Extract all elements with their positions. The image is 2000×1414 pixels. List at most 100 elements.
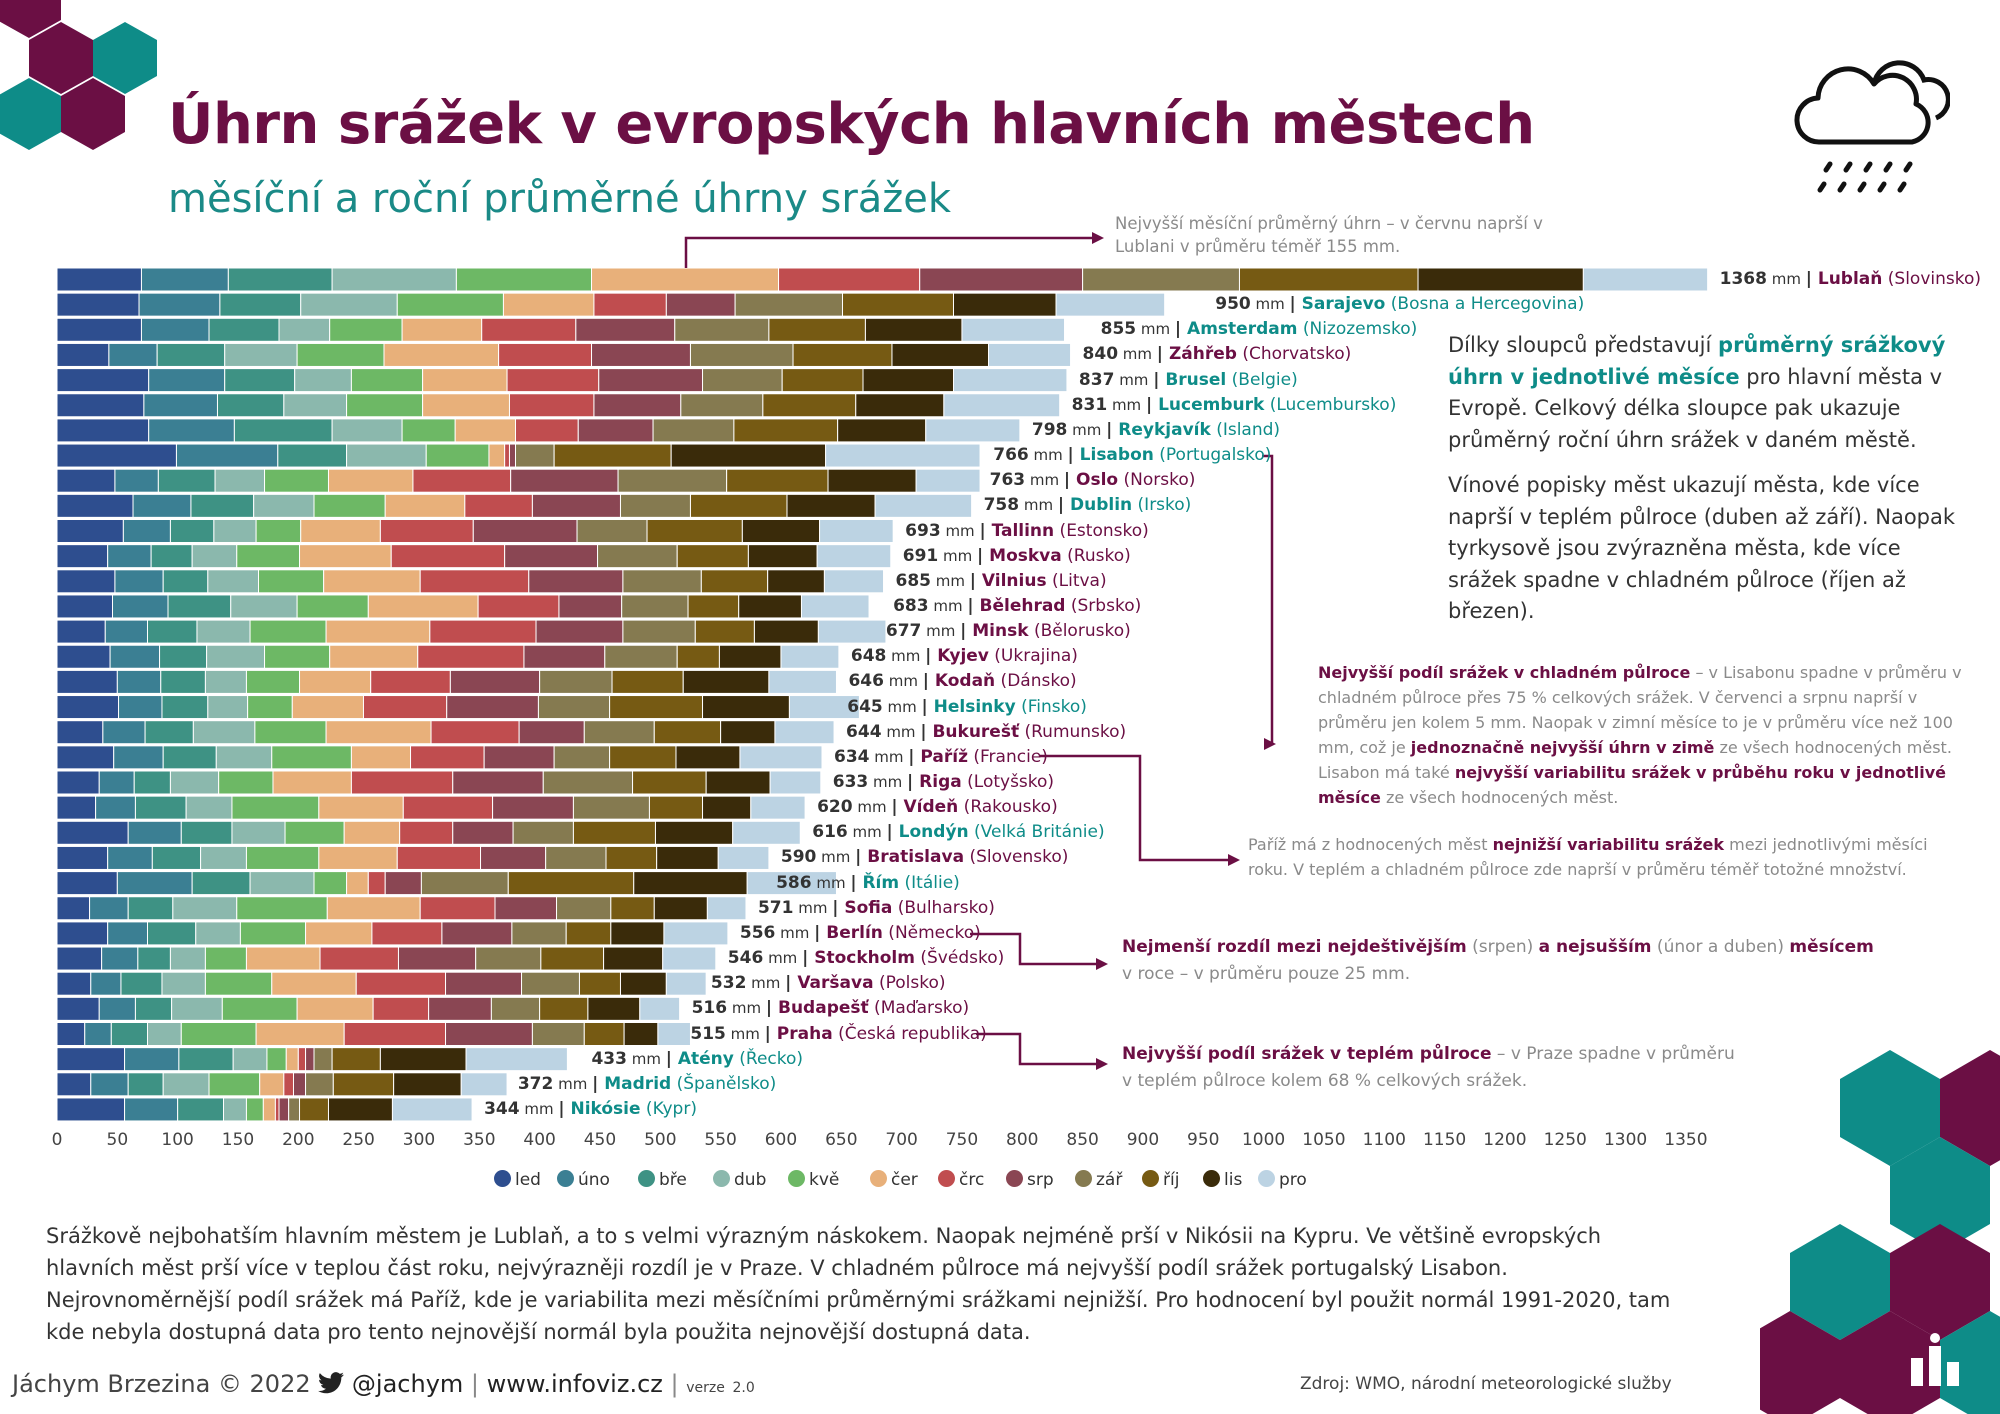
bar-segment	[535, 619, 624, 644]
city-total: 677	[885, 621, 922, 642]
city-label: 571 mm | Sofia (Bulharsko)	[758, 898, 995, 918]
city-label: 831 mm | Lucemburk (Lucembursko)	[1072, 395, 1397, 415]
bar-segment	[455, 267, 593, 292]
bar-segment	[191, 544, 238, 569]
city-name: Minsk	[972, 621, 1029, 642]
bar-segment	[350, 770, 454, 795]
city-country: (Bosna a Hercegovina)	[1385, 294, 1585, 315]
city-label-separator: |	[969, 570, 982, 591]
city-total: 831	[1071, 394, 1108, 415]
bar-segment	[245, 1097, 264, 1122]
bar-segment	[331, 1047, 381, 1072]
bar-segment	[396, 292, 504, 317]
website-link[interactable]: www.infoviz.cz	[486, 1370, 663, 1398]
city-label: 950 mm | Sarajevo (Bosna a Hercegovina)	[1215, 294, 1584, 314]
city-total-unit: mm	[852, 798, 892, 817]
city-total: 693	[905, 520, 941, 541]
bar-segment	[393, 1072, 462, 1097]
bar-segment	[180, 820, 233, 845]
bar-segment	[825, 443, 981, 468]
bar-segment	[319, 946, 399, 971]
bar-segment	[862, 368, 955, 393]
bar-segment	[507, 871, 635, 896]
city-country: (Česká republika)	[832, 1023, 987, 1044]
city-country: (Litva)	[1046, 570, 1107, 591]
bar-segment	[254, 720, 327, 745]
bar-segment	[169, 519, 215, 543]
legend-item: čer	[870, 1170, 918, 1190]
version-number: 2.0	[732, 1380, 755, 1396]
bar-segment	[150, 544, 193, 569]
city-label-separator: |	[967, 595, 980, 616]
bar-segment	[925, 418, 1021, 443]
city-country: (Slovensko)	[964, 847, 1069, 868]
legend-swatch	[870, 1170, 887, 1187]
bar-segment	[138, 292, 221, 317]
legend-item: kvě	[788, 1170, 839, 1190]
city-label: 1368 mm | Lublaň (Slovinsko)	[1720, 269, 1981, 289]
bar-segment	[213, 519, 257, 543]
city-country: (Velká Británie)	[968, 822, 1105, 843]
city-label: 586 mm | Řím (Itálie)	[776, 873, 960, 893]
city-country: (Nizozemsko)	[1297, 319, 1418, 340]
bar-segment	[700, 569, 769, 594]
city-label: 515 mm | Praha (Česká republika)	[690, 1024, 986, 1044]
bar-segment	[445, 1022, 533, 1046]
city-label-separator: |	[920, 721, 933, 742]
bar-segment	[706, 896, 747, 921]
bar-segment	[680, 393, 764, 418]
bar-segment	[379, 1047, 467, 1072]
bar-segment	[175, 443, 279, 468]
bar-segment	[56, 569, 116, 594]
bar-segment	[689, 493, 788, 518]
city-label: 344 mm | Nikósie (Kypr)	[484, 1099, 697, 1119]
city-label: 532 mm | Varšava (Polsko)	[711, 973, 946, 993]
bar-segment	[84, 1022, 112, 1046]
city-total-unit: mm	[811, 873, 851, 892]
bar-segment	[1055, 292, 1166, 317]
bar-segment	[134, 795, 187, 820]
version-label: verze	[686, 1380, 725, 1396]
bar-segment	[874, 493, 973, 518]
bar-segment	[218, 770, 274, 795]
bar-segment	[56, 267, 142, 292]
city-total-unit: mm	[940, 521, 980, 540]
city-label: 646 mm | Kodaň (Dánsko)	[848, 671, 1076, 691]
bar-segment	[56, 544, 109, 569]
bar-segment	[619, 493, 691, 518]
city-name: Lisabon	[1079, 445, 1154, 466]
legend-label: zář	[1096, 1170, 1123, 1190]
city-country: (Island)	[1210, 419, 1281, 440]
city-total-unit: mm	[1028, 446, 1068, 465]
bar-segment	[56, 946, 103, 971]
city-name: Praha	[776, 1023, 833, 1044]
bar-segment	[56, 594, 113, 619]
bar-segment	[110, 1022, 149, 1046]
bar-segment	[190, 493, 255, 518]
twitter-handle[interactable]: @jachym	[351, 1370, 464, 1398]
x-tick-label: 1200	[1483, 1130, 1526, 1150]
bar-segment	[539, 996, 589, 1021]
city-label-separator: |	[832, 897, 845, 918]
bar-segment	[144, 720, 194, 745]
decor-hexagons-bottom-right	[1760, 1050, 2000, 1414]
bar-segment	[236, 896, 328, 921]
bar-segment	[151, 845, 202, 870]
bar-segment	[56, 720, 104, 745]
bar-segment	[622, 619, 696, 644]
bar-segment	[576, 519, 648, 543]
bar-segment	[56, 393, 145, 418]
city-name: Londýn	[898, 822, 969, 843]
bar-segment	[56, 971, 92, 996]
bar-segment	[219, 292, 302, 317]
city-total: 683	[893, 595, 929, 616]
bar-segment	[508, 393, 595, 418]
bar-segment	[674, 317, 770, 342]
legend-swatch	[1006, 1170, 1023, 1187]
bar-segment	[343, 1022, 447, 1046]
bar-segment	[104, 619, 148, 644]
bar-segment	[221, 996, 298, 1021]
bar-segment	[652, 418, 735, 443]
bar-segment	[768, 317, 866, 342]
bar-segment	[452, 770, 544, 795]
